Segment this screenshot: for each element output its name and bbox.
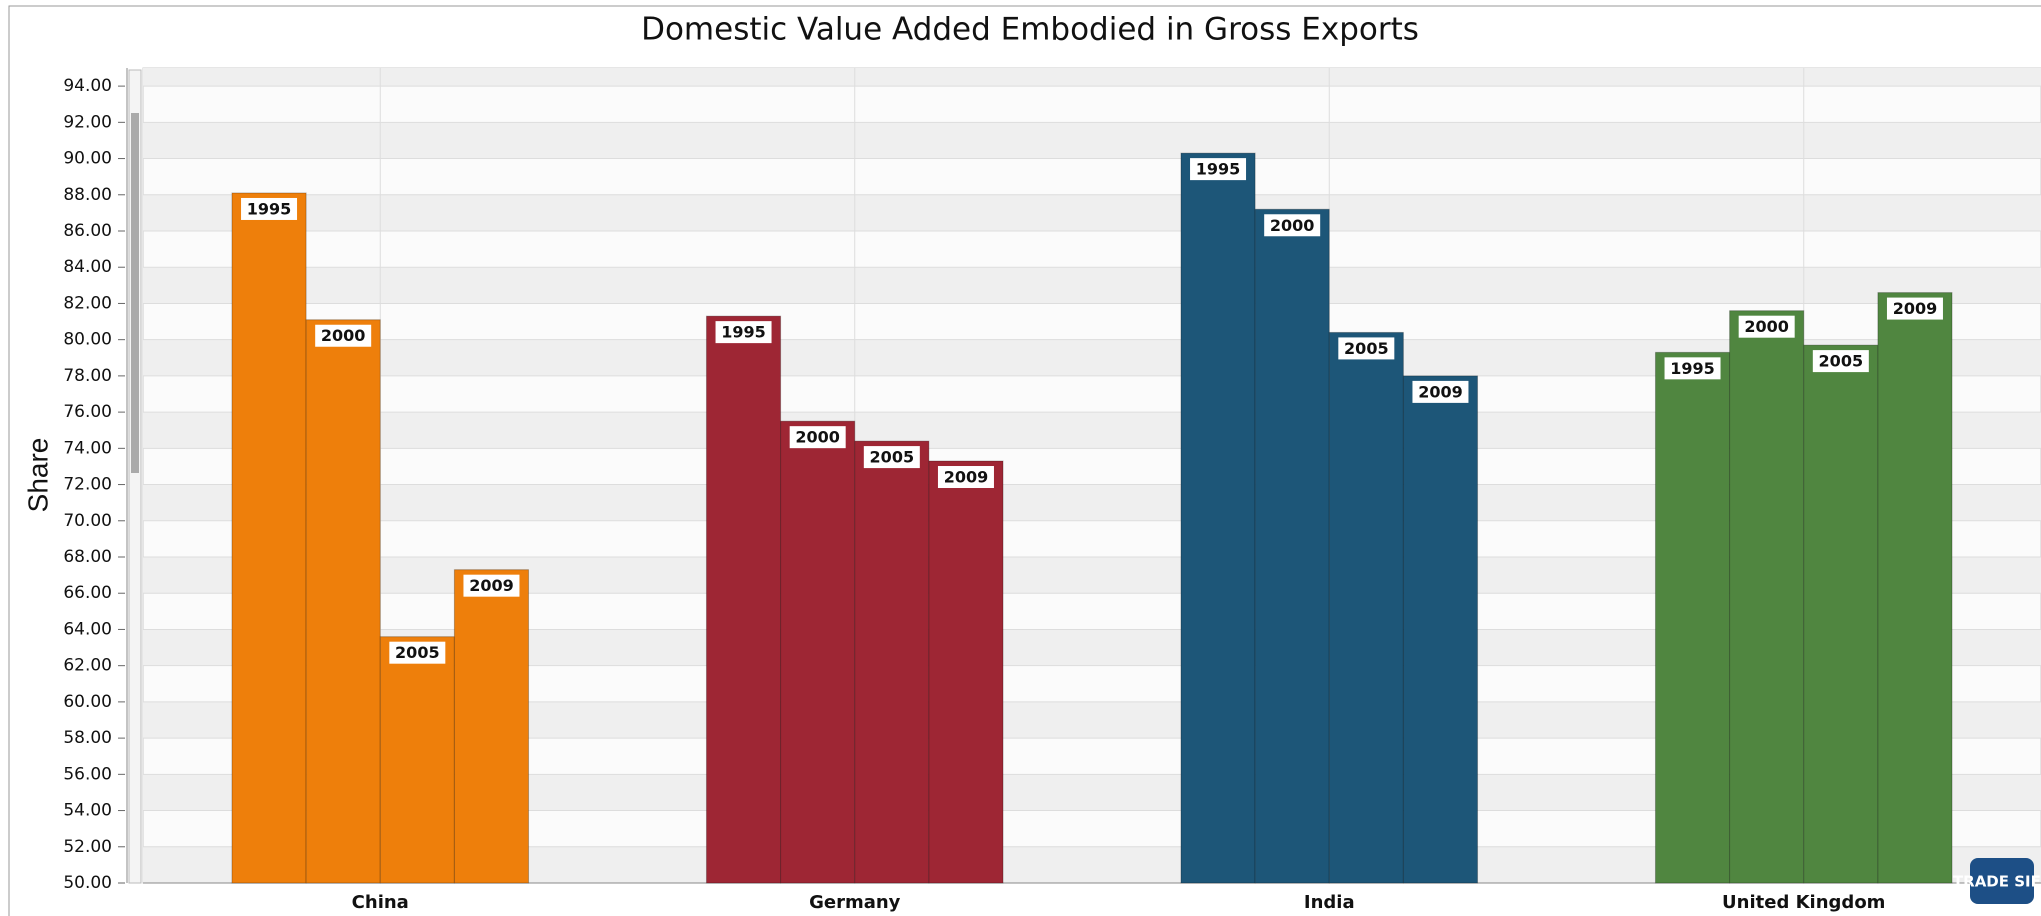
y-tick-label: 92.00 xyxy=(63,112,112,132)
logo: TRADE SIFT xyxy=(1953,858,2041,904)
bar xyxy=(1254,208,1330,884)
y-tick-label: 76.00 xyxy=(63,402,112,422)
data-label: 1995 xyxy=(721,323,766,342)
bar xyxy=(1803,344,1879,884)
data-label-box xyxy=(241,197,298,220)
data-label-box xyxy=(863,446,920,469)
y-tick-label: 54.00 xyxy=(63,801,112,821)
y-tick-label: 52.00 xyxy=(63,837,112,857)
data-label: 2000 xyxy=(321,326,366,345)
bar xyxy=(305,319,381,884)
y-tick-label: 90.00 xyxy=(63,149,112,169)
x-tick-label: United Kingdom xyxy=(1722,892,1885,913)
scrollbar-thumb xyxy=(131,113,139,473)
y-tick-label: 82.00 xyxy=(63,293,112,313)
y-tick-label: 70.00 xyxy=(63,511,112,531)
y-tick-label: 62.00 xyxy=(63,656,112,676)
data-label: 2009 xyxy=(1418,382,1463,401)
y-tick-label: 94.00 xyxy=(63,76,112,96)
bar xyxy=(705,315,782,884)
bar xyxy=(780,420,856,884)
y-tick-label: 60.00 xyxy=(63,692,112,712)
bar xyxy=(1402,375,1479,884)
bar xyxy=(928,460,1004,884)
bar xyxy=(1877,292,1953,884)
bar xyxy=(453,569,530,884)
y-axis-title: Share xyxy=(22,438,53,513)
data-label: 2009 xyxy=(944,468,989,487)
data-label: 2000 xyxy=(1744,317,1789,336)
plot-area: 50.00 52.00 54.00 56.00 58.00 60.00 62.00 64.00… xyxy=(63,67,2041,913)
data-label: 2000 xyxy=(795,428,840,447)
y-tick-label: 84.00 xyxy=(63,257,112,277)
y-tick-label: 50.00 xyxy=(63,873,112,893)
data-label-box xyxy=(389,641,446,664)
x-tick-label: Germany xyxy=(809,892,901,913)
data-label: 1995 xyxy=(1196,160,1241,179)
y-tick-label: 78.00 xyxy=(63,366,112,386)
data-label-box xyxy=(1264,214,1321,237)
bar xyxy=(379,636,455,884)
bar xyxy=(1654,351,1731,884)
y-tick-label: 64.00 xyxy=(63,619,112,639)
data-label-box xyxy=(937,466,994,489)
data-label-box xyxy=(1738,315,1795,338)
grid-band xyxy=(143,68,2041,87)
logo-badge xyxy=(1970,858,2034,904)
bar xyxy=(231,192,307,884)
y-tick-label: 80.00 xyxy=(63,330,112,350)
bar xyxy=(1180,152,1256,884)
bar xyxy=(1328,331,1404,884)
data-label-box xyxy=(1886,297,1943,320)
data-label: 2009 xyxy=(1893,299,1938,318)
logo-text: TRADE SIFT xyxy=(1953,873,2041,891)
grid-band xyxy=(143,122,2041,159)
grid-band xyxy=(143,267,2041,304)
data-label-box xyxy=(1412,380,1469,403)
bar xyxy=(854,440,930,884)
y-tick-label: 88.00 xyxy=(63,185,112,205)
data-label: 2005 xyxy=(1819,352,1864,371)
data-label: 1995 xyxy=(247,199,292,218)
x-tick-label: India xyxy=(1304,892,1355,913)
data-label-box xyxy=(1338,337,1395,360)
y-tick-label: 72.00 xyxy=(63,475,112,495)
y-tick-label: 66.00 xyxy=(63,583,112,603)
data-label-box xyxy=(1812,350,1869,373)
y-tick-label: 58.00 xyxy=(63,728,112,748)
y-tick-label: 74.00 xyxy=(63,438,112,458)
data-label: 2005 xyxy=(395,643,440,662)
chart-title: Domestic Value Added Embodied in Gross E… xyxy=(641,12,1419,48)
bar xyxy=(1729,310,1805,884)
y-tick-label: 56.00 xyxy=(63,764,112,784)
data-label: 2005 xyxy=(1344,339,1389,358)
grid-band xyxy=(143,194,2041,231)
data-label: 1995 xyxy=(1670,359,1715,378)
x-tick-label: China xyxy=(352,892,409,913)
data-label: 2000 xyxy=(1270,216,1315,235)
data-label-box xyxy=(789,426,846,449)
data-label: 2009 xyxy=(469,576,514,595)
data-label: 2005 xyxy=(870,448,915,467)
data-label-box xyxy=(1664,357,1721,380)
data-label-box xyxy=(463,574,520,597)
y-tick-label: 86.00 xyxy=(63,221,112,241)
data-label-box xyxy=(715,321,772,344)
y-tick-label: 68.00 xyxy=(63,547,112,567)
data-label-box xyxy=(315,324,372,347)
data-label-box xyxy=(1190,158,1247,181)
